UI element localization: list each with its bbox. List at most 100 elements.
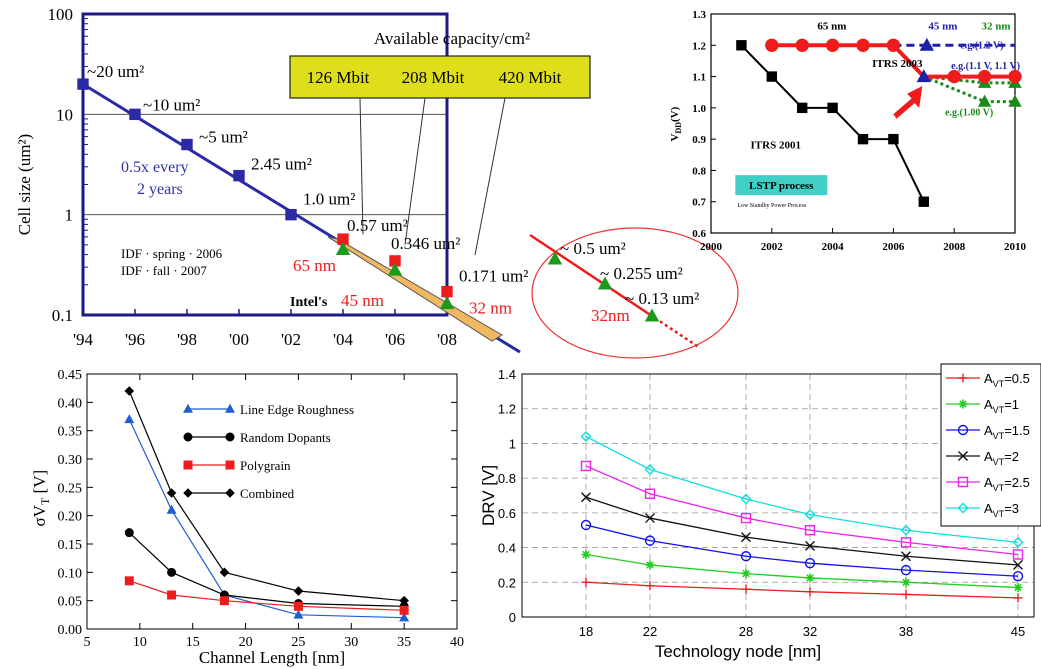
x-tick-label: '08	[437, 330, 457, 349]
cell-size-panel: 0.1 1 10 100 '94 '96 '98 '00 '02 '04 '06 '08 Cell si…	[15, 5, 739, 359]
legend-label: AVT=1	[984, 397, 1019, 415]
series-line	[585, 581, 1019, 599]
legend-label-main: A	[984, 371, 993, 386]
x-tick-label: 5	[84, 635, 91, 650]
y-tick-label: 0.05	[58, 595, 83, 610]
legend-marker	[183, 488, 193, 498]
y-tick-label: 0.40	[58, 396, 83, 411]
legend-label-value: =2.5	[1004, 475, 1030, 490]
series-marker	[805, 587, 815, 597]
inset-point	[644, 308, 660, 322]
y-tick-label: 1.3	[692, 9, 706, 21]
data-point-green	[335, 242, 351, 255]
data-point-blue	[129, 108, 141, 121]
y-axis-label-unit: [V]	[30, 470, 49, 498]
legend-label-sub: VT	[993, 457, 1005, 467]
legend-marker	[183, 403, 193, 413]
legend-label-sub: VT	[993, 509, 1005, 519]
series-marker	[1012, 549, 1024, 560]
legend-label-value: =3	[1004, 501, 1019, 516]
legend-label: Random Dopants	[240, 430, 331, 445]
series-line	[585, 435, 1019, 544]
series-label: ITRS 2001	[751, 140, 801, 152]
series-marker	[740, 512, 752, 524]
series-marker	[901, 589, 911, 599]
lstp-badge-label: LSTP process	[749, 180, 814, 192]
series-marker	[1013, 559, 1023, 570]
series-marker	[736, 40, 747, 51]
legend-marker	[958, 451, 968, 461]
y-axis-label-main: V	[669, 134, 681, 142]
point-label: 0.346 um²	[391, 234, 460, 253]
point-label: 0.171 um²	[459, 267, 528, 286]
y-tick-label: 0.25	[58, 481, 83, 496]
series-marker	[900, 524, 912, 536]
legend-marker	[225, 460, 235, 470]
point-label: ~5 um²	[199, 128, 248, 147]
series-marker	[1008, 94, 1022, 107]
series-marker	[1013, 593, 1023, 603]
y-axis-label-sub: T	[38, 497, 52, 505]
legend-label: Line Edge Roughness	[240, 402, 354, 417]
data-point-green	[387, 262, 403, 276]
x-tick-label: '04	[333, 330, 354, 349]
series-marker	[804, 509, 816, 521]
series-marker	[901, 551, 911, 562]
inset-label: ~ 0.5 um²	[560, 239, 626, 258]
y-tick-label: 0.6	[692, 228, 706, 240]
x-tick-label: 35	[397, 635, 411, 650]
series-marker	[581, 492, 591, 503]
series-marker	[947, 69, 961, 84]
x-tick-label: 2006	[882, 241, 905, 253]
legend-label-sub: VT	[993, 483, 1005, 493]
eg-label: e.g.(1.2 V)	[960, 40, 1003, 51]
point-label: ~10 um²	[143, 95, 200, 114]
legend-label-value: =2	[1004, 449, 1019, 464]
legend-label: AVT=1.5	[984, 423, 1030, 441]
series-marker	[977, 69, 992, 84]
series-line	[585, 524, 1019, 577]
capacity-value: 208 Mbit	[402, 68, 465, 87]
y-tick-label: 10	[56, 105, 73, 124]
x-tick-label: 40	[450, 635, 464, 650]
y-tick-label: 0.6	[498, 506, 516, 521]
y-tick-label: 0.15	[58, 538, 83, 553]
series-marker	[580, 519, 592, 531]
inset-node-label: 32nm	[591, 306, 630, 325]
inset-label: ~ 0.255 um²	[600, 264, 683, 283]
inset-label: ~ 0.13 um²	[625, 289, 699, 308]
x-tick-label: 2010	[1004, 241, 1027, 253]
legend-label-main: A	[984, 423, 993, 438]
series-marker	[1012, 571, 1024, 582]
series-marker	[644, 535, 656, 546]
legend-label-main: A	[984, 397, 993, 412]
series-marker	[740, 551, 752, 562]
x-tick-label: 10	[133, 635, 147, 650]
point-label: 2.45 um²	[251, 155, 312, 174]
series-line	[585, 465, 1019, 556]
inset-ellipse	[531, 227, 739, 359]
legend-label-value: =1	[1004, 397, 1019, 412]
y-tick-label: 0.00	[58, 623, 83, 638]
series-marker	[581, 550, 591, 560]
y-axis-label-unit: (V)	[669, 106, 681, 122]
legend-marker	[958, 373, 968, 383]
y-tick-label: 1	[509, 436, 516, 451]
node-label: 32 nm	[982, 21, 1011, 33]
series-marker	[825, 38, 840, 52]
series-marker	[644, 463, 656, 475]
legend-marker	[183, 432, 193, 442]
inset-line-dotted	[654, 316, 701, 350]
y-tick-label: 0.30	[58, 453, 83, 468]
inset-point	[547, 251, 563, 265]
y-tick-label: 0.7	[692, 197, 706, 209]
series-marker	[166, 488, 177, 498]
series-marker	[1013, 582, 1023, 592]
series-marker	[219, 567, 230, 578]
series-marker	[901, 577, 911, 587]
intel-label: Intel's	[290, 295, 328, 310]
legend-label-sub: VT	[993, 405, 1005, 415]
x-tick-label: '02	[281, 330, 301, 349]
series-marker	[399, 605, 409, 615]
